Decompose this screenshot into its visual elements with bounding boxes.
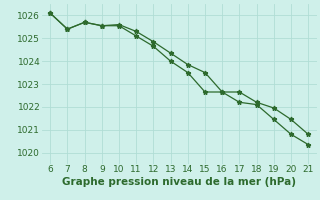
X-axis label: Graphe pression niveau de la mer (hPa): Graphe pression niveau de la mer (hPa) [62,177,296,187]
